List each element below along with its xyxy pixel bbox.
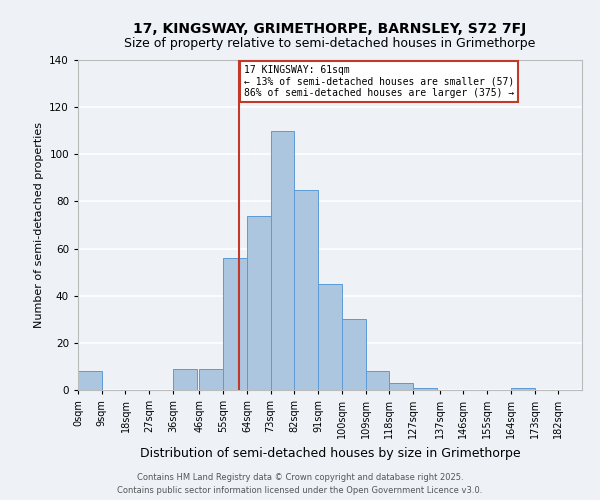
Bar bbox=[78, 371, 102, 390]
Bar bbox=[199, 369, 223, 390]
X-axis label: Distribution of semi-detached houses by size in Grimethorpe: Distribution of semi-detached houses by … bbox=[140, 446, 520, 460]
Bar bbox=[295, 190, 318, 390]
Bar bbox=[247, 216, 271, 390]
Bar bbox=[223, 258, 247, 390]
Text: Contains HM Land Registry data © Crown copyright and database right 2025.
Contai: Contains HM Land Registry data © Crown c… bbox=[118, 474, 482, 495]
Bar bbox=[511, 388, 535, 390]
Text: 17 KINGSWAY: 61sqm
← 13% of semi-detached houses are smaller (57)
86% of semi-de: 17 KINGSWAY: 61sqm ← 13% of semi-detache… bbox=[244, 64, 514, 98]
Y-axis label: Number of semi-detached properties: Number of semi-detached properties bbox=[34, 122, 44, 328]
Text: Size of property relative to semi-detached houses in Grimethorpe: Size of property relative to semi-detach… bbox=[124, 38, 536, 51]
Text: 17, KINGSWAY, GRIMETHORPE, BARNSLEY, S72 7FJ: 17, KINGSWAY, GRIMETHORPE, BARNSLEY, S72… bbox=[133, 22, 527, 36]
Bar bbox=[271, 130, 295, 390]
Bar bbox=[318, 284, 342, 390]
Bar bbox=[173, 369, 197, 390]
Bar bbox=[342, 320, 365, 390]
Bar bbox=[389, 383, 413, 390]
Bar bbox=[413, 388, 437, 390]
Bar bbox=[365, 371, 389, 390]
